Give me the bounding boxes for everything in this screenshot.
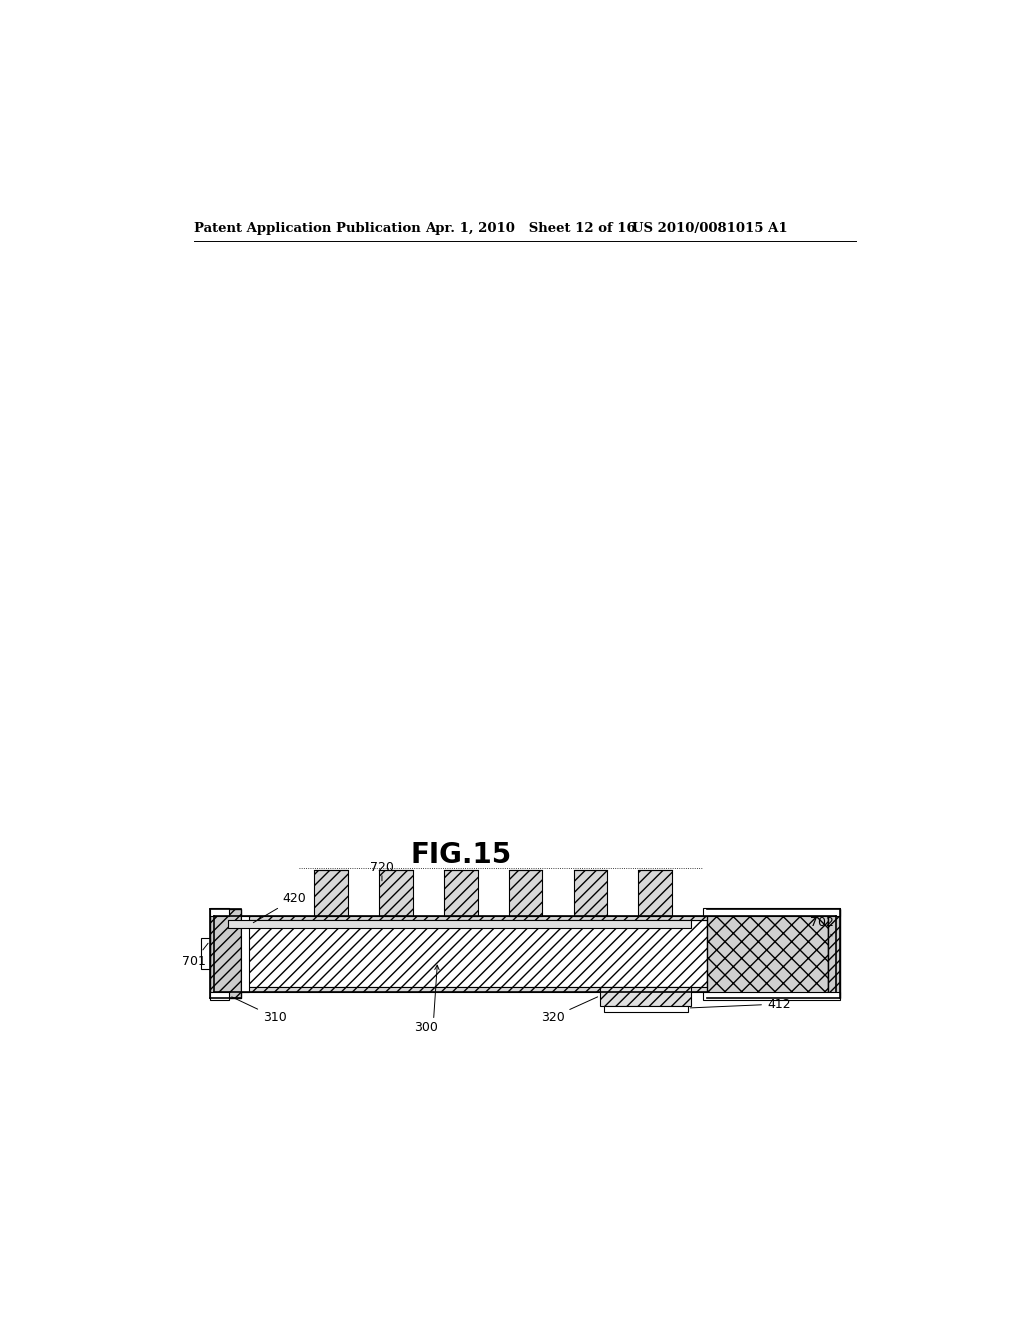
Text: Patent Application Publication: Patent Application Publication: [194, 222, 421, 235]
Bar: [573, 870, 607, 916]
Bar: [828, 909, 840, 998]
Text: 701: 701: [182, 944, 208, 968]
Text: 412: 412: [690, 998, 791, 1011]
Text: Apr. 1, 2010   Sheet 12 of 16: Apr. 1, 2010 Sheet 12 of 16: [426, 222, 636, 235]
Text: 310: 310: [231, 997, 287, 1024]
Bar: [314, 870, 348, 916]
Bar: [638, 870, 672, 916]
Bar: [703, 908, 840, 916]
Bar: [214, 916, 836, 920]
Bar: [509, 870, 543, 916]
Bar: [600, 987, 691, 1006]
Bar: [210, 908, 229, 916]
Text: 420: 420: [253, 892, 306, 923]
Text: US 2010/0081015 A1: US 2010/0081015 A1: [632, 222, 787, 235]
Text: 320: 320: [541, 997, 598, 1024]
Text: 300: 300: [414, 1020, 437, 1034]
Text: 720: 720: [370, 862, 394, 874]
Bar: [210, 909, 241, 998]
Bar: [201, 939, 210, 969]
Bar: [214, 987, 712, 991]
Bar: [379, 870, 413, 916]
Bar: [604, 1006, 687, 1012]
Bar: [220, 920, 708, 987]
Bar: [708, 909, 828, 998]
Bar: [703, 991, 840, 999]
Bar: [444, 870, 477, 916]
Text: 702: 702: [810, 916, 835, 936]
Text: FIG.15: FIG.15: [411, 841, 512, 869]
Bar: [210, 991, 229, 999]
Bar: [227, 920, 691, 928]
Bar: [241, 916, 249, 991]
